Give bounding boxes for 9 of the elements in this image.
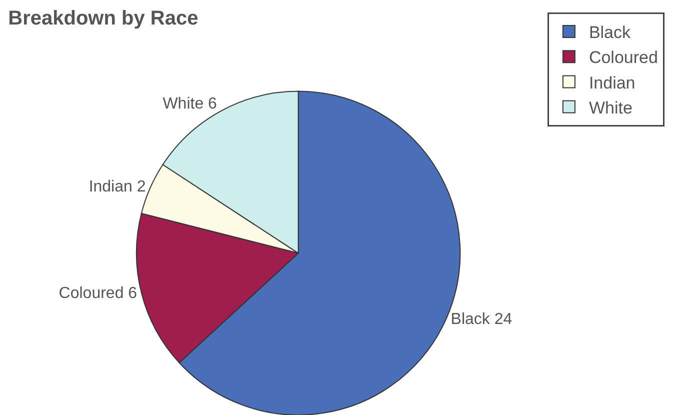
data-label: Coloured 6 <box>58 284 138 302</box>
data-label: Black 24 <box>450 311 512 328</box>
data-label: Indian 2 <box>88 178 146 196</box>
legend-label: Indian <box>588 73 636 92</box>
legend-label: Black <box>588 23 632 42</box>
data-label: White 6 <box>162 96 218 113</box>
chart-title: Breakdown by Race <box>8 7 198 30</box>
legend-label: Coloured <box>588 48 658 68</box>
legend-label: White <box>588 98 632 118</box>
